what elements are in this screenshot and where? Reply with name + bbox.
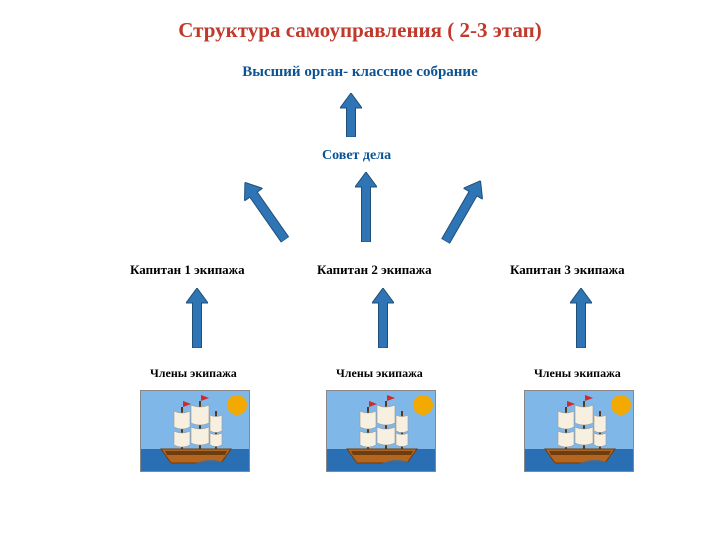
title-text: Структура самоуправления ( 2-3 этап) — [178, 18, 541, 42]
subtitle: Высший орган- классное собрание — [0, 64, 720, 81]
page-root: Структура самоуправления ( 2-3 этап) Выс… — [0, 0, 720, 540]
captain-label-3: Капитан 3 экипажа — [510, 262, 625, 278]
arrow-subtitle — [340, 93, 362, 137]
arrow-council-r — [436, 175, 490, 247]
ship-illustration-1 — [140, 390, 250, 472]
arrow-members-3 — [570, 288, 592, 348]
council-label: Совет дела — [322, 148, 391, 164]
arrow-members-2 — [372, 288, 394, 348]
members-label-2: Члены экипажа — [336, 366, 423, 381]
page-title: Структура самоуправления ( 2-3 этап) — [0, 18, 720, 43]
captain-label-2: Капитан 2 экипажа — [317, 262, 432, 278]
arrow-council-l — [236, 176, 294, 246]
ship-illustration-3 — [524, 390, 634, 472]
members-label-3: Члены экипажа — [534, 366, 621, 381]
subtitle-text: Высший орган- классное собрание — [242, 64, 477, 80]
arrow-members-1 — [186, 288, 208, 348]
members-label-1: Члены экипажа — [150, 366, 237, 381]
captain-label-1: Капитан 1 экипажа — [130, 262, 245, 278]
arrow-council-c — [355, 172, 377, 242]
ship-illustration-2 — [326, 390, 436, 472]
